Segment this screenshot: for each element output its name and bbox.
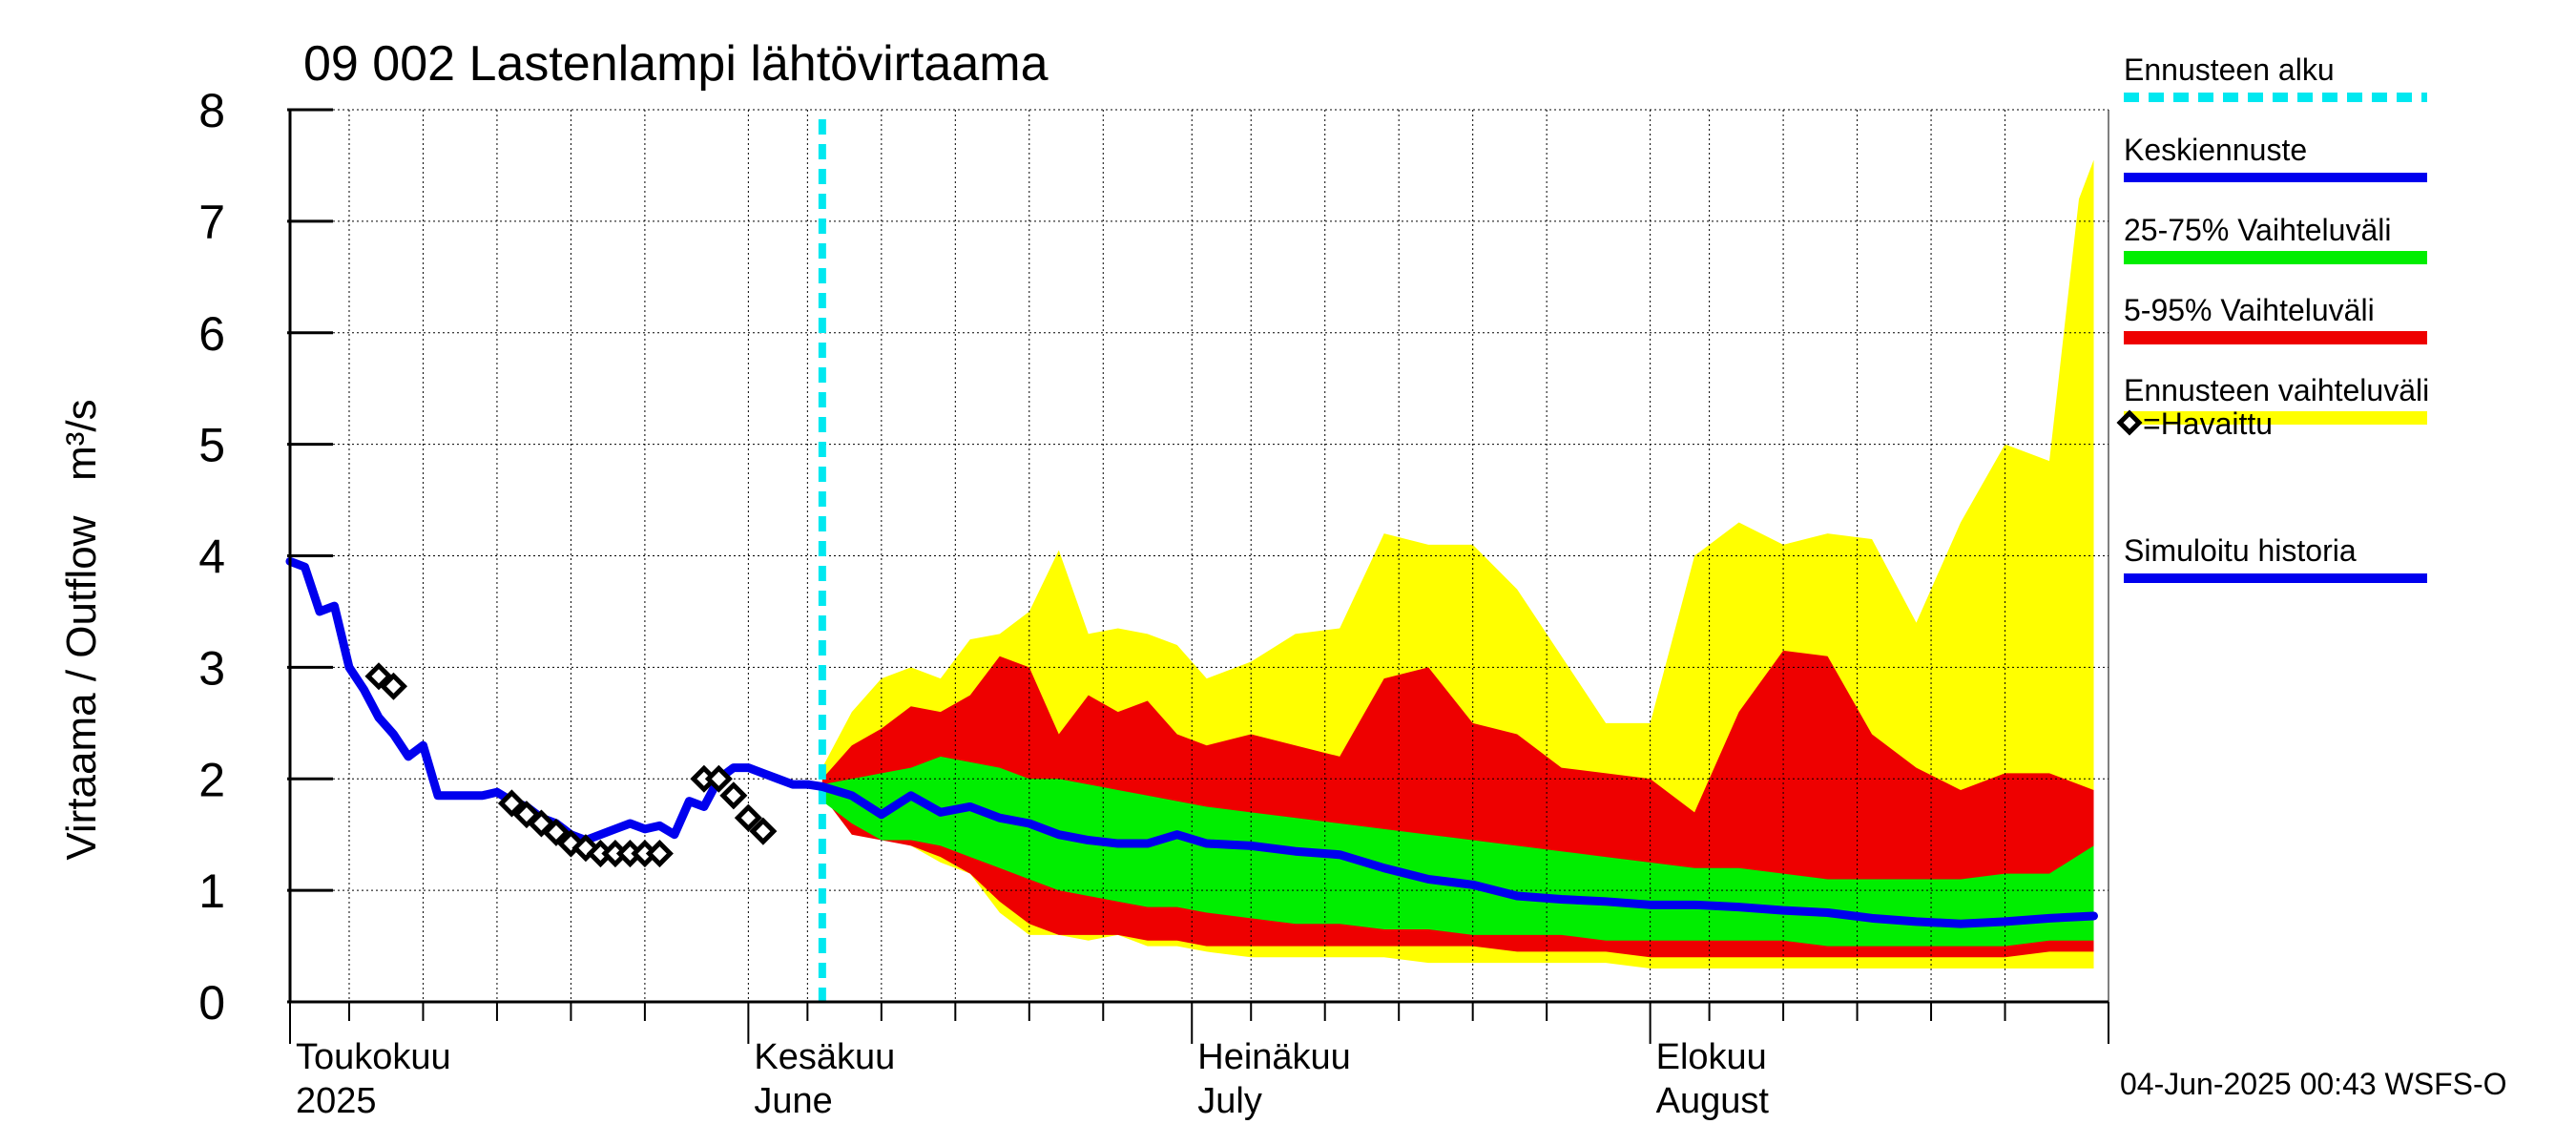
series-line-2 — [818, 781, 2099, 928]
observed-point — [542, 818, 571, 846]
y-tick-label: 4 — [198, 531, 225, 584]
grid — [290, 109, 2109, 1002]
legend: Ennusteen alku Keskiennuste 25-75% Vaihtel… — [2116, 52, 2429, 583]
y-tick-label: 2 — [198, 753, 225, 806]
legend-label: Ennusteen alku — [2124, 52, 2335, 87]
observed-point — [497, 789, 526, 818]
month-label-fi: Heinäkuu — [1197, 1037, 1351, 1077]
y-tick-label: 5 — [198, 419, 225, 472]
band-2 — [821, 756, 2094, 947]
observed-point — [734, 803, 762, 832]
legend-label: Ennusteen vaihteluväli — [2124, 373, 2429, 407]
legend-marker-icon — [2116, 409, 2143, 436]
month-label-en: July — [1197, 1081, 1262, 1121]
legend-label: =Havaittu — [2143, 406, 2273, 441]
y-tick-label: 7 — [198, 196, 225, 249]
y-tick-label: 8 — [198, 84, 225, 137]
uncertainty-bands — [821, 159, 2094, 968]
month-label-en: 2025 — [296, 1081, 377, 1121]
month-label-fi: Kesäkuu — [754, 1037, 895, 1077]
month-label-fi: Elokuu — [1656, 1037, 1767, 1077]
observed-point — [749, 817, 778, 845]
legend-label: 5-95% Vaihteluväli — [2124, 293, 2375, 327]
y-tick-label: 3 — [198, 641, 225, 695]
observed-point — [364, 662, 393, 691]
chart-title: 09 002 Lastenlampi lähtövirtaama — [303, 36, 1049, 92]
observed-point — [719, 781, 748, 810]
y-axis-label: Virtaama / Outflow m³/s — [58, 399, 105, 860]
legend-label: Simuloitu historia — [2124, 533, 2357, 568]
y-tick-label: 6 — [198, 307, 225, 361]
legend-label: 25-75% Vaihteluväli — [2124, 213, 2391, 247]
y-tick-label: 1 — [198, 864, 225, 918]
observed-markers — [364, 662, 778, 868]
footer-timestamp: 04-Jun-2025 00:43 WSFS-O — [2120, 1067, 2507, 1101]
observed-point — [704, 764, 733, 793]
observed-point — [379, 672, 408, 700]
y-tick-label: 0 — [198, 976, 225, 1030]
observed-point — [645, 840, 674, 868]
month-label-en: June — [754, 1081, 832, 1121]
legend-label: Keskiennuste — [2124, 133, 2307, 167]
month-label-en: August — [1656, 1081, 1770, 1121]
month-label-fi: Toukokuu — [296, 1037, 451, 1077]
y-axis-ticks: 0 1 2 3 4 5 6 7 8 — [198, 84, 333, 1030]
